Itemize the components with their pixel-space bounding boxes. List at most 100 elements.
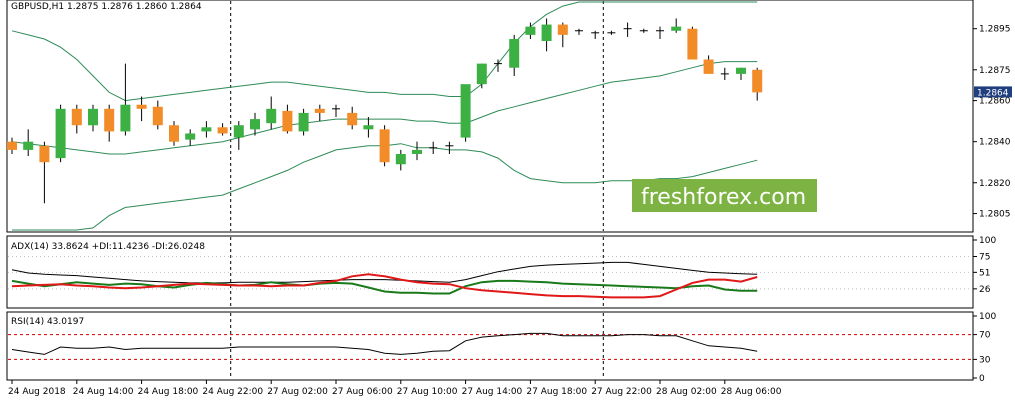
- candle: [557, 22, 568, 48]
- candle: [671, 18, 682, 33]
- candle: [363, 117, 374, 138]
- candle-body: [687, 28, 698, 60]
- candle: [298, 108, 309, 136]
- candle-body: [347, 112, 358, 126]
- candle-body: [509, 38, 520, 68]
- candle-body: [412, 149, 422, 154]
- adx-lines: [11, 261, 758, 299]
- time-tick-label: 24 Aug 22:00: [202, 387, 263, 397]
- candle-body: [217, 127, 228, 134]
- price-tick-label: 1.2805: [979, 210, 1011, 220]
- rsi-tick-label: 70: [979, 331, 991, 341]
- candle-body: [752, 69, 763, 93]
- price-tick-label: 1.2895: [979, 25, 1011, 35]
- time-tick-label: 24 Aug 18:00: [138, 387, 199, 397]
- candle: [639, 28, 648, 33]
- candle-body: [298, 112, 309, 132]
- candle-body: [39, 145, 50, 163]
- candle: [541, 18, 552, 52]
- candle: [720, 67, 729, 81]
- candle: [445, 141, 454, 154]
- candle: [314, 104, 325, 122]
- candle-body: [136, 104, 147, 109]
- time-tick-label: 27 Aug 18:00: [526, 387, 587, 397]
- bollinger-middle-line: [11, 61, 758, 155]
- candle: [429, 141, 438, 154]
- price-tick-label: 1.2840: [979, 138, 1011, 148]
- candles: [7, 18, 763, 204]
- candle: [185, 129, 196, 146]
- time-tick-label: 27 Aug 10:00: [397, 387, 458, 397]
- candle-body: [169, 125, 179, 142]
- rsi-line: [11, 332, 758, 355]
- candle: [7, 137, 17, 154]
- time-tick-label: 24 Aug 14:00: [73, 387, 134, 397]
- candle-body: [314, 108, 325, 113]
- grid-layer: [8, 1, 972, 379]
- candle: [623, 22, 632, 37]
- candle-body: [395, 154, 406, 165]
- candle-body: [736, 67, 746, 74]
- candle-body: [7, 141, 17, 150]
- candle-body: [557, 24, 568, 35]
- x-axis-labels: 24 Aug 2018 24 Aug 14:00 24 Aug 18:00 24 Au…: [8, 380, 782, 397]
- candle: [412, 141, 422, 161]
- rsi-panel[interactable]: [6, 311, 974, 381]
- candle-body: [71, 108, 82, 126]
- candle: [266, 96, 277, 130]
- candle-body: [460, 84, 471, 138]
- time-tick-label: 27 Aug 02:00: [267, 387, 328, 397]
- candle: [23, 129, 34, 157]
- candle: [703, 55, 714, 74]
- candle-body: [703, 59, 714, 74]
- price-tick-label: 1.2860: [979, 97, 1011, 107]
- rsi-lines: [11, 332, 758, 355]
- candle: [476, 63, 487, 89]
- candle: [120, 63, 131, 136]
- adx-header: ADX(14) 33.8624 +DI:11.4236 -DI:26.0248: [11, 242, 205, 252]
- candle: [88, 104, 98, 132]
- main-header: GBPUSD,H1 1.2875 1.2876 1.2860 1.2864: [11, 2, 202, 12]
- candle-body: [266, 108, 277, 124]
- candle-body: [120, 104, 131, 132]
- time-tick-label: 27 Aug 06:00: [332, 387, 393, 397]
- candle: [104, 104, 115, 142]
- candle: [136, 96, 147, 122]
- candle: [169, 121, 179, 146]
- adx-tick-label: 75: [979, 253, 990, 263]
- current-price-marker: 1.2864: [974, 86, 1012, 98]
- candle-body: [23, 141, 34, 150]
- candle-body: [250, 119, 260, 130]
- plus-di-line: [11, 279, 758, 295]
- candle-body: [379, 129, 390, 163]
- candle-body: [201, 127, 212, 132]
- watermark-text: freshforex.com: [641, 185, 806, 210]
- candle-body: [671, 26, 682, 31]
- candle: [71, 104, 82, 134]
- rsi-tick-label: 100: [979, 312, 996, 322]
- time-tick-label: 28 Aug 06:00: [721, 387, 782, 397]
- candle: [607, 30, 616, 35]
- candle: [282, 104, 293, 134]
- price-tick-label: 1.2820: [979, 179, 1011, 189]
- candle-body: [541, 24, 552, 42]
- price-panel[interactable]: [6, 0, 974, 233]
- candle-body: [233, 125, 244, 138]
- candle-body: [152, 106, 163, 126]
- adx-line: [11, 261, 758, 284]
- current-price-label: 1.2864: [977, 88, 1009, 98]
- candle: [591, 30, 600, 39]
- candle: [575, 28, 583, 35]
- candle: [509, 34, 520, 76]
- candle-body: [525, 26, 536, 35]
- candle-body: [476, 63, 487, 85]
- minus-di-line: [11, 273, 758, 299]
- candle: [736, 67, 746, 81]
- adx-tick-label: 51: [979, 268, 990, 278]
- candle: [525, 22, 536, 39]
- price-tick-label: 1.2875: [979, 66, 1011, 76]
- candle-body: [55, 108, 66, 159]
- time-tick-label: 28 Aug 02:00: [656, 387, 717, 397]
